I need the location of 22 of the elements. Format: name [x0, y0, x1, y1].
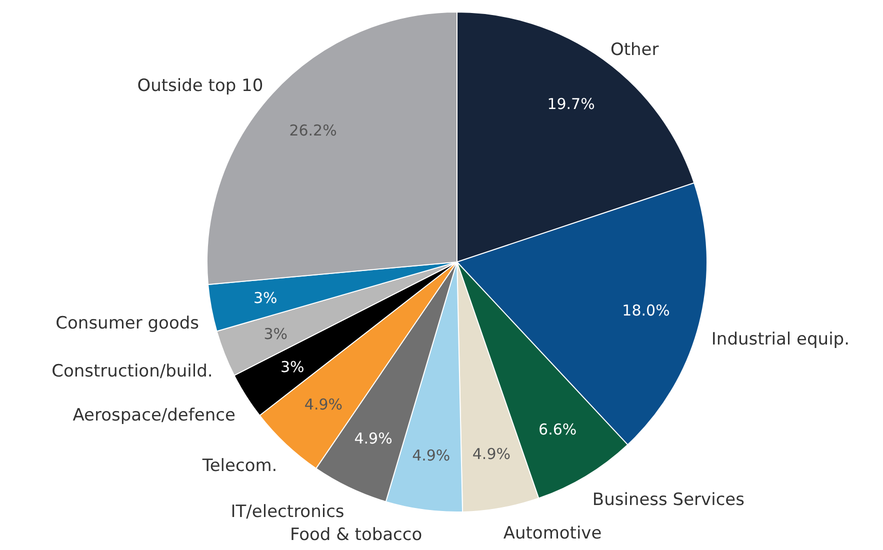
slice-label: Aerospace/defence [72, 406, 236, 426]
slice-label: Automotive [503, 523, 602, 544]
data-label: 3% [253, 289, 278, 308]
data-label: 18.0% [622, 301, 670, 320]
slice-label: Construction/build. [52, 361, 213, 382]
data-label: 19.7% [547, 95, 595, 114]
data-label: 4.9% [412, 446, 450, 465]
data-label: 6.6% [538, 420, 577, 438]
slice-label: Business Services [592, 490, 745, 510]
slice-label: Consumer goods [56, 313, 200, 334]
data-label: 3% [280, 358, 304, 376]
data-label: 4.9% [304, 395, 342, 414]
slice-label: IT/electronics [230, 502, 344, 522]
slice-label: Other [610, 40, 659, 60]
slice-label: Telecom. [201, 456, 278, 476]
data-label: 26.2% [289, 122, 337, 140]
slice-label: Industrial equip. [711, 330, 850, 350]
data-label: 4.9% [472, 445, 510, 464]
data-label: 4.9% [354, 429, 392, 448]
slice-label: Food & tobacco [290, 525, 422, 546]
data-label: 3% [264, 324, 288, 343]
slice-label: Outside top 10 [137, 76, 264, 96]
